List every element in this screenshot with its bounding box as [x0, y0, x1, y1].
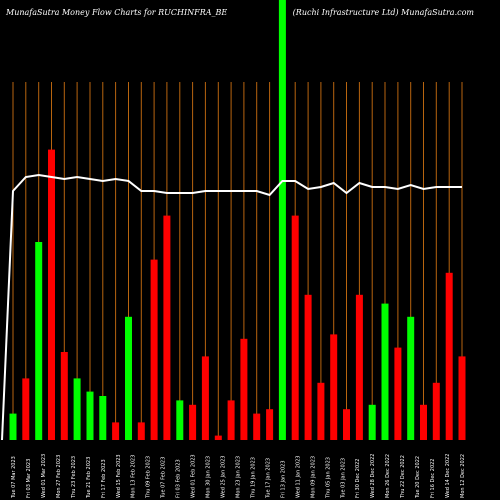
money-flow-bar — [214, 435, 222, 440]
x-tick-label: Mon 30 Jan 2023 — [206, 456, 212, 498]
money-flow-bar — [355, 294, 363, 440]
money-flow-bar — [394, 347, 402, 440]
money-flow-bar — [227, 400, 235, 440]
money-flow-bar — [381, 303, 389, 440]
x-tick-label: Thu 19 Jan 2023 — [251, 457, 257, 499]
x-tick-label: Fri 03 Feb 2023 — [176, 459, 182, 498]
money-flow-bar — [278, 0, 286, 440]
money-flow-bar — [73, 378, 81, 440]
x-tick-label: Mon 13 Feb 2023 — [131, 455, 137, 498]
x-tick-label: Tue 21 Feb 2023 — [86, 457, 92, 499]
x-tick-label: Mon 27 Feb 2023 — [56, 455, 62, 498]
x-tick-label: Tue 07 Mar 2023 — [11, 456, 17, 499]
x-tick-label: Wed 01 Mar 2023 — [41, 454, 47, 498]
x-tick-label: Mon 26 Dec 2022 — [385, 454, 391, 498]
money-flow-bar — [112, 422, 120, 440]
money-flow-bar — [432, 382, 440, 440]
x-tick-label: Thu 22 Dec 2022 — [400, 455, 406, 499]
x-tick-label: Mon 09 Jan 2023 — [310, 456, 316, 498]
money-flow-bar — [458, 356, 466, 440]
x-tick-label: Fri 03 Mar 2023 — [26, 459, 32, 498]
money-flow-bar — [9, 413, 17, 440]
money-flow-bar — [60, 352, 68, 440]
money-flow-bar — [125, 316, 132, 440]
money-flow-line — [1, 173, 462, 441]
money-flow-bar — [317, 382, 325, 440]
x-tick-label: Wed 28 Dec 2022 — [370, 454, 376, 498]
x-tick-label: Fri 30 Dec 2022 — [355, 459, 361, 499]
x-axis-labels: Tue 07 Mar 2023 Fri 03 Mar 2023 Wed 01 Mar… — [11, 454, 466, 499]
money-flow-bar — [176, 400, 184, 440]
x-tick-label: Wed 15 Feb 2023 — [116, 454, 122, 498]
money-flow-bar — [201, 356, 209, 440]
money-flow-bar — [99, 396, 107, 440]
money-flow-bar — [86, 391, 94, 440]
money-flow-bar — [150, 259, 158, 440]
chart-title-left: MunafaSutra Money Flow Charts for RUCHIN… — [6, 8, 228, 17]
money-flow-bar — [368, 404, 376, 440]
x-tick-label: Fri 16 Dec 2022 — [430, 459, 436, 499]
x-tick-label: Wed 14 Dec 2022 — [445, 454, 451, 498]
money-flow-bar — [253, 413, 261, 440]
x-tick-label: Fri 13 Jan 2023 — [280, 460, 286, 498]
x-tick-label: Thu 23 Feb 2023 — [71, 456, 77, 499]
x-tick-label: Wed 11 Jan 2023 — [295, 456, 301, 498]
money-flow-bar — [240, 338, 248, 440]
x-tick-label: Tue 07 Feb 2023 — [161, 457, 167, 499]
money-flow-bar — [22, 378, 30, 440]
x-tick-label: Tue 20 Dec 2022 — [415, 456, 421, 499]
money-flow-bar — [35, 242, 43, 440]
money-flow-bar — [343, 409, 350, 440]
chart-title-right: (Ruchi Infrastructure Ltd) MunafaSutra.c… — [292, 8, 474, 17]
money-flow-bar — [420, 404, 427, 440]
x-tick-label: Wed 25 Jan 2023 — [221, 456, 227, 498]
money-flow-bar — [266, 409, 274, 440]
x-tick-label: Wed 01 Feb 2023 — [191, 454, 197, 498]
money-flow-bar — [291, 215, 299, 440]
money-flow-bar — [163, 215, 171, 440]
x-tick-label: Tue 03 Jan 2023 — [340, 458, 346, 499]
x-tick-label: Mon 12 Dec 2022 — [460, 454, 466, 498]
money-flow-bar — [189, 404, 197, 440]
money-flow-bar — [137, 422, 145, 440]
money-flow-bar — [304, 294, 312, 440]
x-tick-label: Thu 05 Jan 2023 — [325, 457, 331, 499]
money-flow-bar — [445, 272, 453, 440]
money-flow-bar — [48, 149, 55, 440]
money-flow-bar — [407, 316, 415, 440]
x-tick-label: Tue 17 Jan 2023 — [265, 458, 271, 499]
money-flow-bars — [9, 0, 466, 440]
x-tick-label: Fri 17 Feb 2023 — [101, 459, 107, 498]
x-tick-label: Thu 09 Feb 2023 — [146, 456, 152, 499]
x-tick-label: Mon 23 Jan 2023 — [236, 456, 242, 498]
money-flow-bar — [330, 334, 338, 440]
